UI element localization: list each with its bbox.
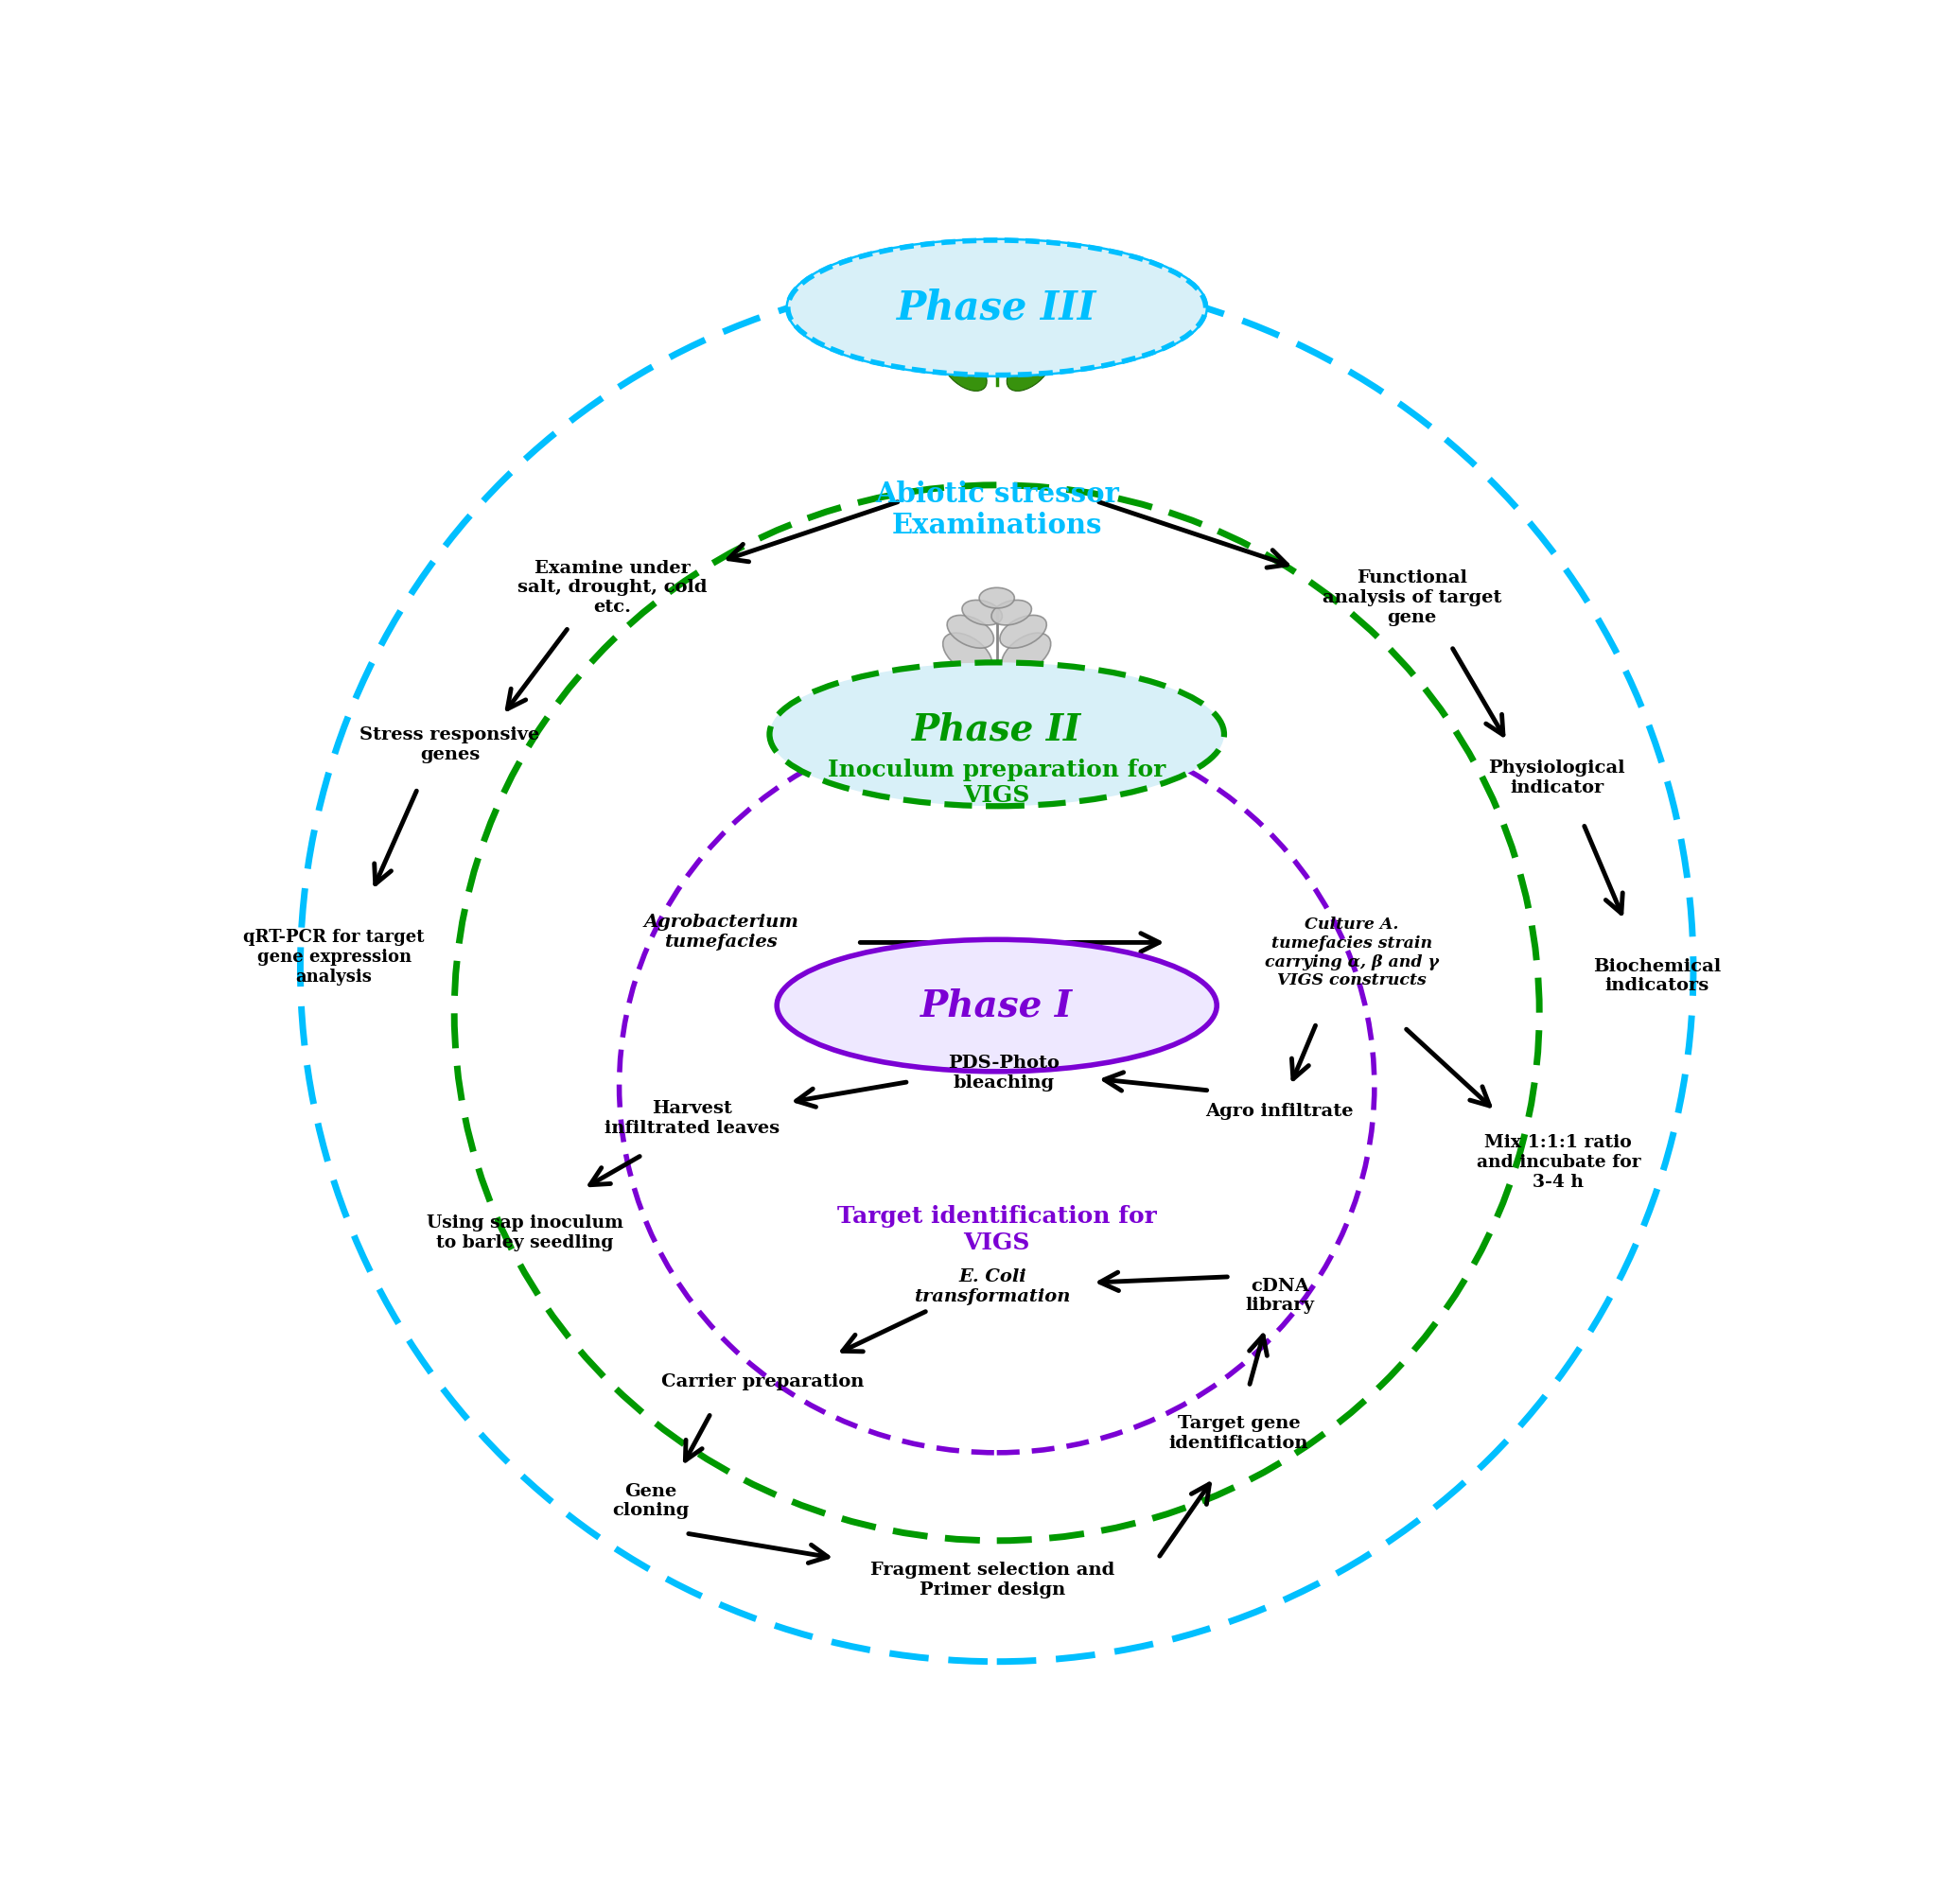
Text: Target gene
identification: Target gene identification (1169, 1415, 1309, 1453)
Text: Abiotic stressor
Examinations: Abiotic stressor Examinations (875, 480, 1118, 539)
Text: Inoculum preparation for
VIGS: Inoculum preparation for VIGS (829, 758, 1165, 807)
Text: qRT-PCR for target
gene expression
analysis: qRT-PCR for target gene expression analy… (243, 929, 424, 984)
Ellipse shape (776, 939, 1218, 1072)
Ellipse shape (1002, 632, 1050, 674)
Ellipse shape (943, 632, 992, 674)
Ellipse shape (978, 307, 1015, 327)
Ellipse shape (770, 663, 1223, 805)
Ellipse shape (994, 318, 1035, 345)
Text: Phase III: Phase III (897, 288, 1097, 327)
Ellipse shape (959, 318, 1000, 345)
Text: Agrobacterium
tumefacies: Agrobacterium tumefacies (644, 914, 799, 950)
Ellipse shape (1008, 350, 1052, 390)
Text: cDNA
library: cDNA library (1245, 1278, 1315, 1314)
Text: Agro infiltrate: Agro infiltrate (1206, 1102, 1354, 1120)
Ellipse shape (788, 240, 1206, 375)
Text: Examine under
salt, drought, cold
etc.: Examine under salt, drought, cold etc. (517, 560, 708, 615)
Text: Target identification for
VIGS: Target identification for VIGS (836, 1205, 1157, 1255)
Text: Harvest
infiltrated leaves: Harvest infiltrated leaves (605, 1101, 780, 1137)
Ellipse shape (992, 600, 1031, 625)
Text: Gene
cloning: Gene cloning (613, 1483, 689, 1519)
Text: Mix 1:1:1 ratio
and incubate for
3-4 h: Mix 1:1:1 ratio and incubate for 3-4 h (1476, 1135, 1640, 1190)
Text: Carrier preparation: Carrier preparation (661, 1375, 864, 1390)
Ellipse shape (963, 600, 1002, 625)
Text: Phase II: Phase II (912, 712, 1081, 748)
Ellipse shape (1000, 615, 1046, 647)
Ellipse shape (788, 240, 1206, 375)
Ellipse shape (941, 350, 986, 390)
Ellipse shape (947, 615, 994, 647)
Ellipse shape (978, 588, 1015, 607)
Text: Fragment selection and
Primer design: Fragment selection and Primer design (869, 1561, 1114, 1599)
Ellipse shape (1004, 331, 1048, 366)
Ellipse shape (945, 331, 990, 366)
Text: Functional
analysis of target
gene: Functional analysis of target gene (1323, 569, 1502, 626)
Text: Culture A.
tumefacies strain
carrying α, β and γ
VIGS constructs: Culture A. tumefacies strain carrying α,… (1264, 918, 1439, 988)
Text: Physiological
indicator: Physiological indicator (1488, 760, 1626, 796)
Text: Phase I: Phase I (920, 988, 1074, 1024)
Text: PDS-Photo
bleaching: PDS-Photo bleaching (949, 1055, 1060, 1091)
Text: Stress responsive
genes: Stress responsive genes (360, 725, 541, 764)
Text: Using sap inoculum
to barley seedling: Using sap inoculum to barley seedling (426, 1215, 622, 1251)
Text: Biochemical
indicators: Biochemical indicators (1593, 958, 1721, 994)
Text: E. Coli
transformation: E. Coli transformation (914, 1268, 1070, 1306)
